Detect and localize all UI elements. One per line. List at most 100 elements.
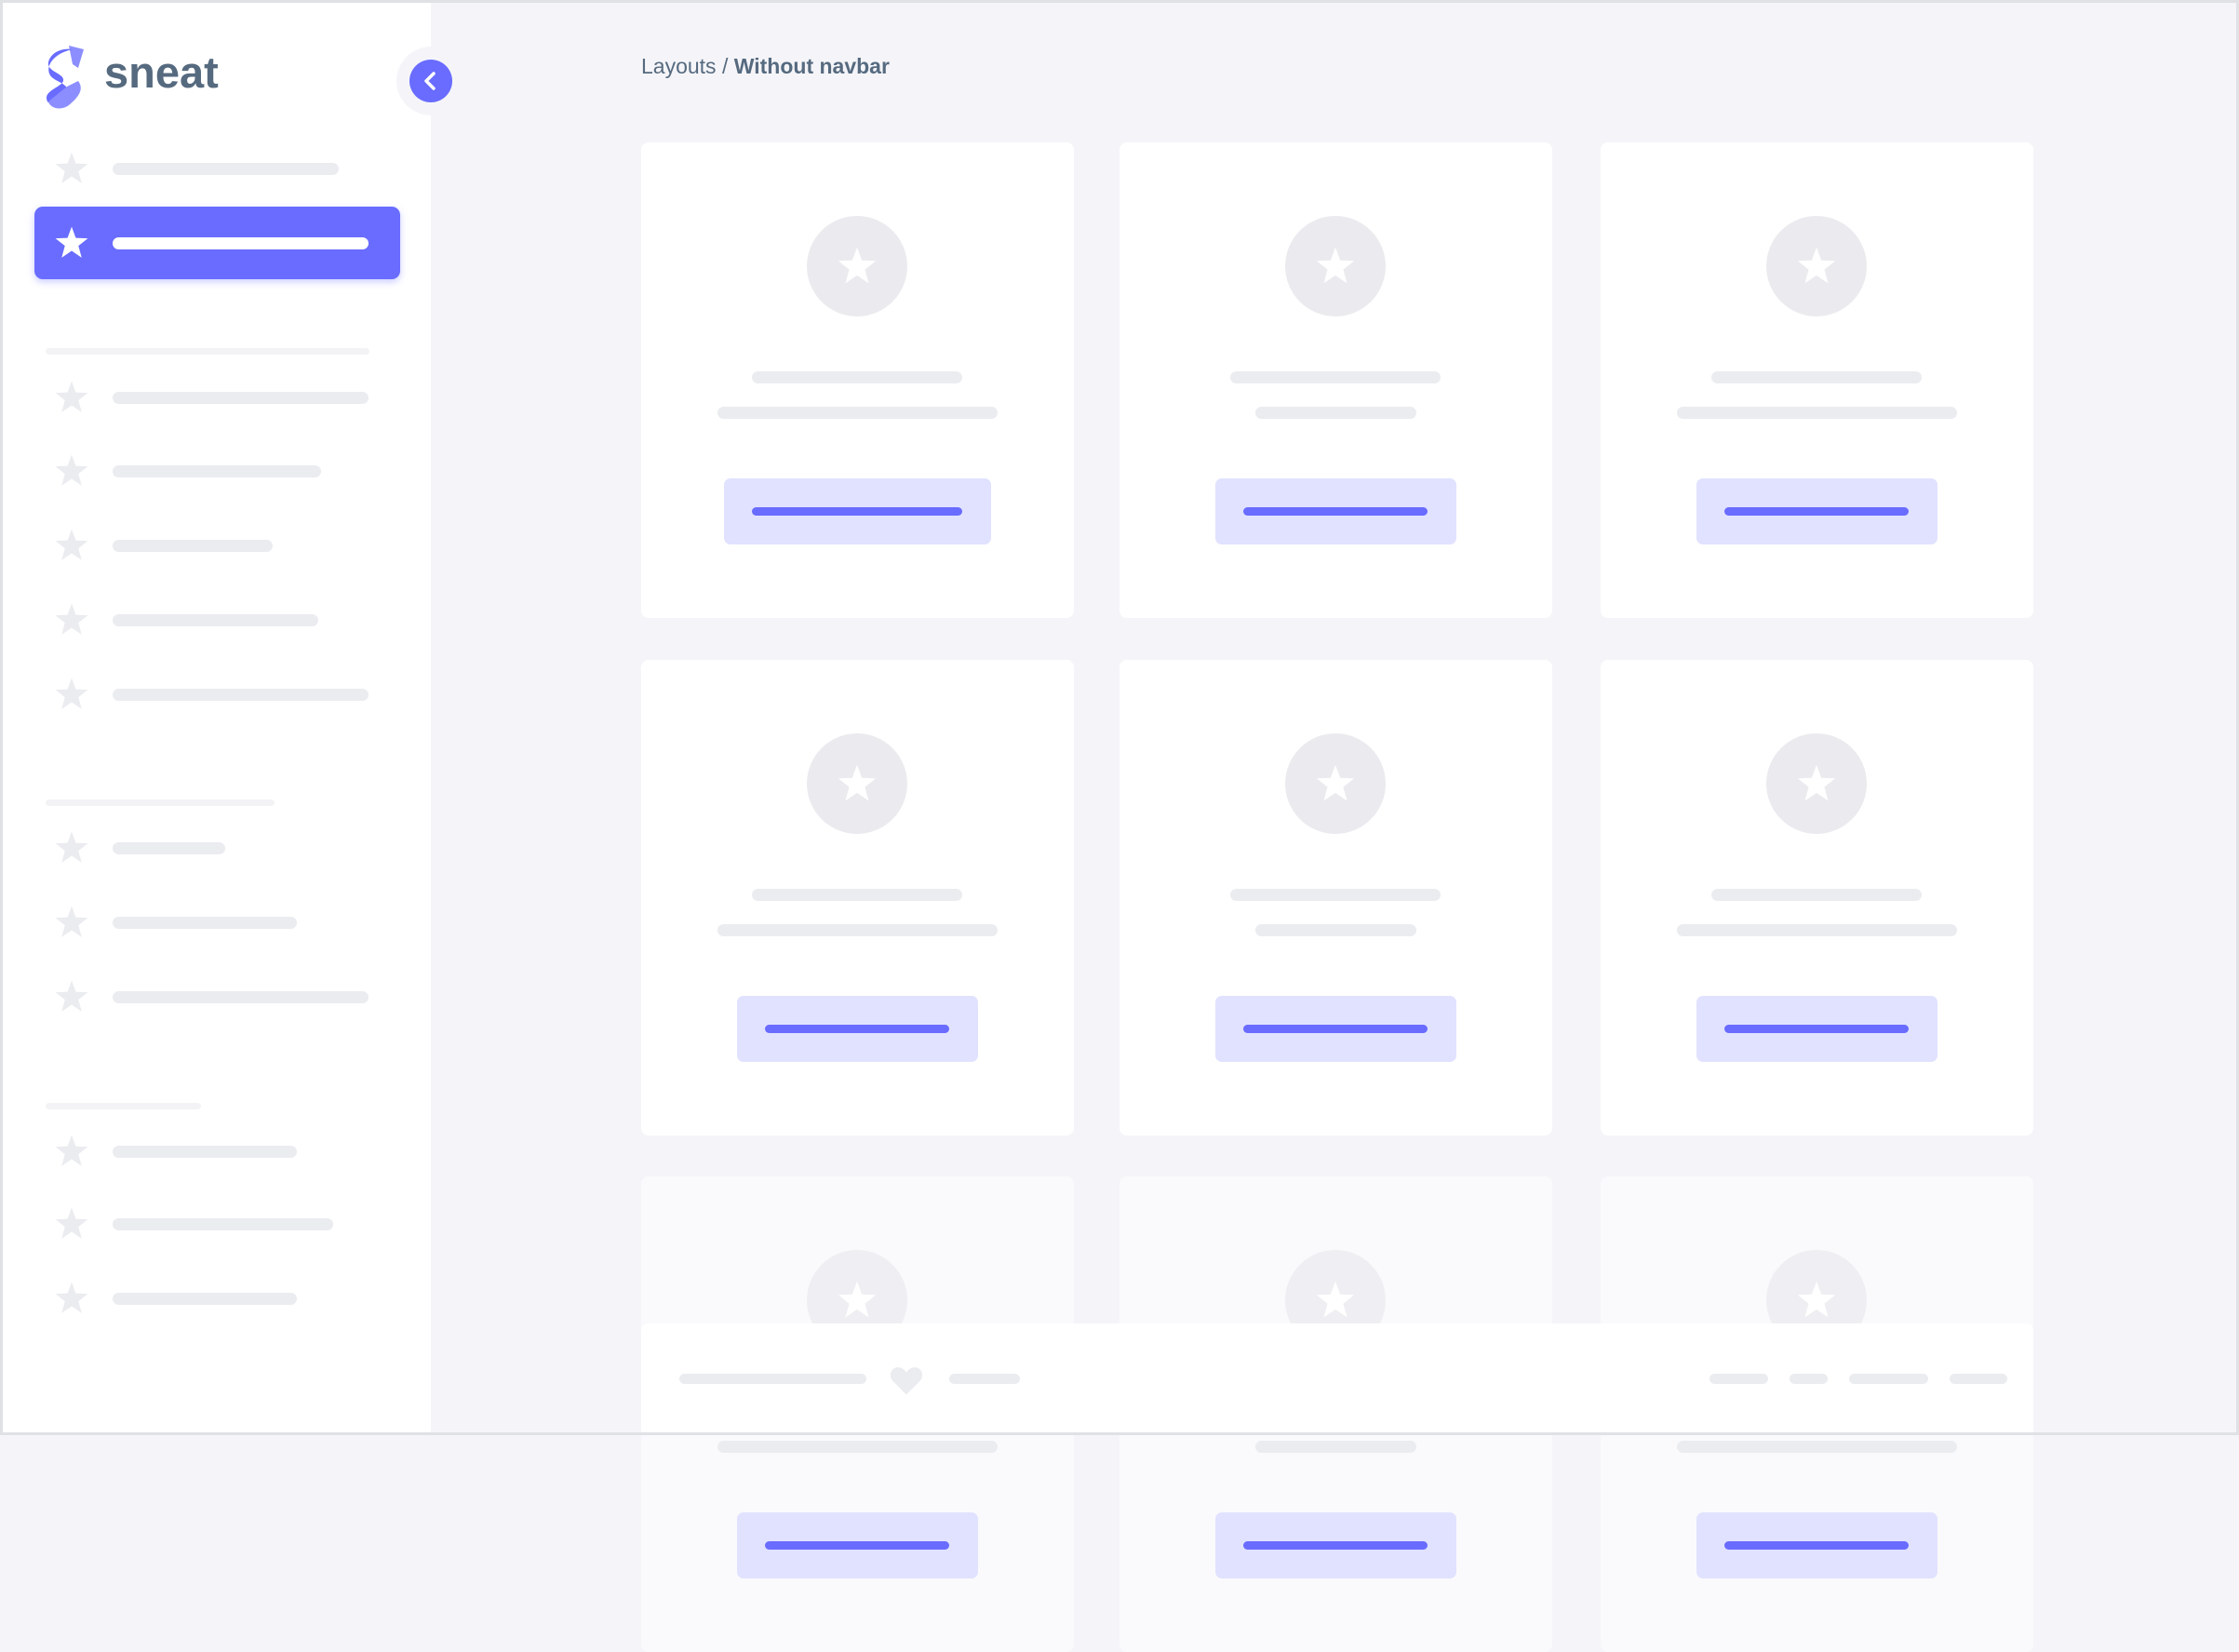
card-subtitle <box>1676 924 1957 936</box>
sidebar-item[interactable] <box>34 435 400 507</box>
card-button-label <box>1243 507 1428 516</box>
card-avatar <box>1285 216 1386 316</box>
card-button-label <box>765 1541 949 1550</box>
breadcrumb: Layouts / Without navbar <box>641 54 890 79</box>
card-button[interactable] <box>1214 1512 1456 1578</box>
sidebar-item[interactable] <box>34 509 400 582</box>
star-icon <box>55 381 88 412</box>
footer-brand-link[interactable] <box>949 1374 1020 1384</box>
star-icon <box>55 1207 88 1239</box>
sidebar-item-label <box>113 614 318 626</box>
sidebar-item-label <box>113 1218 333 1230</box>
sidebar-item-icon <box>54 151 89 186</box>
sidebar-item[interactable] <box>34 1115 400 1188</box>
sidebar-section-divider <box>46 1103 201 1109</box>
sidebar: sneat <box>0 0 431 1435</box>
sidebar-item-label <box>113 237 369 249</box>
card-button-label <box>1243 1025 1428 1033</box>
sidebar-section-divider <box>46 348 369 355</box>
sidebar-item[interactable] <box>34 132 400 205</box>
card-avatar <box>807 216 907 316</box>
card-button[interactable] <box>736 1512 978 1578</box>
sidebar-item-label <box>113 163 339 175</box>
star-icon <box>55 529 88 560</box>
sidebar-item-icon <box>54 1281 89 1316</box>
star-icon <box>1316 247 1355 284</box>
card <box>1601 142 2033 618</box>
sidebar-item-icon <box>54 979 89 1014</box>
sidebar-item[interactable] <box>34 361 400 434</box>
sidebar-item[interactable] <box>34 658 400 731</box>
sidebar-item-icon <box>54 830 89 866</box>
sidebar-item-icon <box>54 1206 89 1242</box>
sidebar-item-icon <box>54 1134 89 1169</box>
card-title <box>1711 371 1922 383</box>
card-avatar <box>1766 733 1867 834</box>
card-button[interactable] <box>723 478 991 544</box>
sidebar-item-icon <box>54 602 89 638</box>
sidebar-item[interactable] <box>34 1262 400 1335</box>
star-icon <box>1797 1281 1836 1318</box>
card-button[interactable] <box>1696 478 1937 544</box>
star-icon <box>55 1282 88 1313</box>
card-button-label <box>752 507 962 516</box>
card-button[interactable] <box>736 996 978 1062</box>
card-button-label <box>765 1025 949 1033</box>
card <box>1120 660 1552 1135</box>
star-icon <box>55 226 88 258</box>
sidebar-item-label <box>113 540 273 552</box>
heart-icon <box>889 1364 924 1396</box>
card-avatar <box>1766 216 1867 316</box>
card-subtitle <box>1254 924 1416 936</box>
card-title <box>752 371 962 383</box>
sidebar-item[interactable] <box>34 207 400 279</box>
sidebar-item[interactable] <box>34 960 400 1033</box>
star-icon <box>55 603 88 635</box>
star-icon <box>55 678 88 709</box>
card-subtitle <box>1254 1441 1416 1453</box>
breadcrumb-parent[interactable]: Layouts <box>641 54 717 78</box>
sidebar-item[interactable] <box>34 584 400 656</box>
collapse-sidebar-button[interactable] <box>409 60 452 102</box>
star-icon <box>838 764 877 801</box>
sneat-logo-icon <box>47 46 84 109</box>
card-button-label <box>1724 1025 1909 1033</box>
sidebar-item-icon <box>54 225 89 261</box>
card-button[interactable] <box>1214 996 1456 1062</box>
footer-link[interactable] <box>1709 1374 1768 1384</box>
star-icon <box>838 1281 877 1318</box>
card-title <box>752 889 962 901</box>
card <box>641 142 1074 618</box>
card-title <box>1230 371 1441 383</box>
brand-name[interactable]: sneat <box>104 47 219 97</box>
footer-link[interactable] <box>1790 1374 1828 1384</box>
star-icon <box>55 454 88 486</box>
star-icon <box>55 906 88 937</box>
card-button[interactable] <box>1696 996 1937 1062</box>
sidebar-item-icon <box>54 677 89 712</box>
footer-copyright <box>679 1374 866 1384</box>
card-subtitle <box>1254 407 1416 419</box>
sidebar-item-label <box>113 991 369 1003</box>
chevron-left-icon <box>424 72 436 90</box>
sidebar-section-divider <box>46 799 275 806</box>
footer-link[interactable] <box>1849 1374 1928 1384</box>
star-icon <box>55 980 88 1012</box>
sidebar-item-label <box>113 842 225 854</box>
card-avatar <box>1285 733 1386 834</box>
footer <box>641 1323 2033 1435</box>
star-icon <box>838 247 877 284</box>
sidebar-item-icon <box>54 528 89 563</box>
sidebar-item[interactable] <box>34 812 400 884</box>
sidebar-item[interactable] <box>34 1188 400 1260</box>
card-button[interactable] <box>1214 478 1456 544</box>
sidebar-item-label <box>113 1293 297 1305</box>
card-subtitle <box>1676 407 1957 419</box>
footer-link[interactable] <box>1950 1374 2007 1384</box>
sidebar-item-label <box>113 392 369 404</box>
card-button-label <box>1724 1541 1909 1550</box>
sidebar-item-label <box>113 689 369 701</box>
sidebar-item[interactable] <box>34 886 400 959</box>
card-title <box>1711 889 1922 901</box>
card-button[interactable] <box>1696 1512 1937 1578</box>
